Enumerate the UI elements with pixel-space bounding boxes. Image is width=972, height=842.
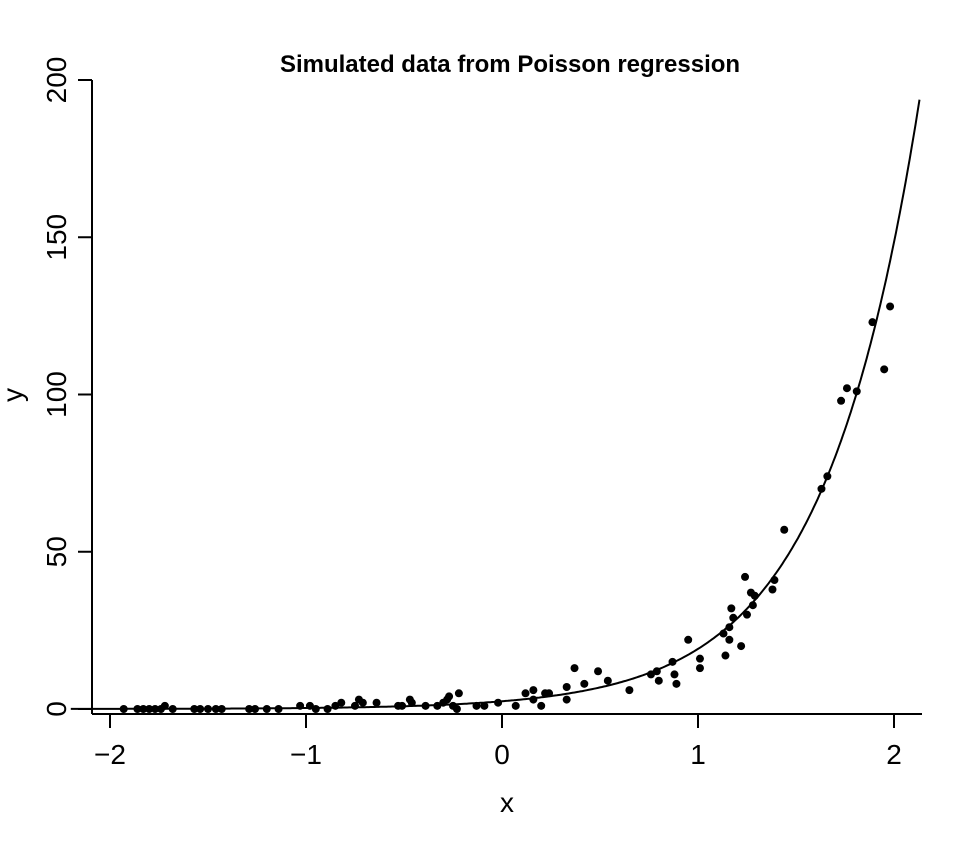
data-point (625, 686, 634, 695)
data-point (852, 387, 861, 396)
data-point (837, 396, 846, 405)
data-point (727, 604, 736, 613)
data-point (445, 692, 454, 701)
data-point (372, 698, 381, 707)
data-point (529, 695, 538, 704)
x-axis-label: x (500, 787, 514, 818)
data-point (133, 705, 142, 713)
data-point (251, 705, 260, 713)
data-point (480, 701, 489, 710)
data-point (521, 689, 530, 698)
data-point (672, 679, 681, 688)
x-tick-label: −1 (290, 739, 322, 770)
data-point (695, 664, 704, 673)
x-tick-label: 1 (690, 739, 706, 770)
data-point (190, 705, 199, 713)
data-point (750, 591, 759, 600)
data-point (421, 701, 430, 710)
data-point (842, 384, 851, 393)
data-point (398, 701, 407, 710)
data-point (311, 705, 320, 713)
data-point (725, 635, 734, 644)
data-point (725, 623, 734, 632)
data-point (305, 701, 314, 710)
data-point (337, 698, 346, 707)
y-tick-label: 200 (41, 57, 72, 104)
data-point (274, 705, 283, 713)
chart-title: Simulated data from Poisson regression (280, 51, 740, 78)
data-point (780, 525, 789, 534)
data-point (323, 705, 332, 713)
data-point (245, 705, 254, 713)
data-point (196, 705, 205, 713)
data-point (729, 613, 738, 622)
data-point (594, 667, 603, 676)
data-point (570, 664, 579, 673)
data-point (737, 642, 746, 651)
x-tick-label: 2 (886, 739, 902, 770)
data-point (770, 576, 779, 585)
y-axis-label: y (0, 388, 28, 402)
data-point (160, 701, 169, 710)
data-point (562, 695, 571, 704)
data-point (545, 689, 554, 698)
data-point (768, 585, 777, 594)
data-point (145, 705, 154, 713)
y-tick-label: 50 (41, 536, 72, 567)
data-point (433, 701, 442, 710)
data-point (452, 705, 461, 713)
data-point (719, 629, 728, 638)
data-point (211, 705, 220, 713)
data-point (748, 601, 757, 610)
data-point (351, 701, 359, 710)
data-point (537, 701, 546, 710)
data-point (151, 705, 160, 713)
data-point (168, 705, 177, 713)
data-point (262, 705, 271, 713)
data-point (472, 701, 481, 710)
data-point (139, 705, 148, 713)
data-point (529, 686, 538, 695)
y-tick-label: 0 (41, 701, 72, 717)
data-point (654, 676, 663, 685)
fitted-curve (70, 99, 921, 710)
y-tick-label: 100 (41, 371, 72, 418)
data-point (494, 698, 503, 707)
data-point (652, 667, 661, 676)
y-tick-label: 150 (41, 214, 72, 261)
data-point (358, 698, 367, 707)
data-point (741, 572, 750, 581)
data-point (721, 651, 730, 660)
data-point (823, 472, 832, 481)
data-point (407, 698, 416, 707)
data-point (684, 635, 693, 644)
data-point (331, 701, 340, 710)
data-point (646, 670, 655, 679)
x-tick-label: 0 (494, 739, 510, 770)
data-point (868, 318, 877, 327)
axes: −2 −1 0 1 2 0 50 100 150 200 (41, 57, 922, 770)
data-point (743, 610, 751, 619)
data-point (217, 705, 226, 713)
data-point (668, 657, 677, 666)
data-point (562, 682, 571, 691)
data-point (454, 689, 463, 698)
data-point (880, 365, 889, 374)
data-point (204, 705, 212, 713)
data-point (670, 670, 679, 679)
data-point (580, 679, 589, 688)
data-point (511, 701, 520, 710)
data-point (695, 654, 704, 663)
x-tick-label: −2 (94, 739, 126, 770)
data-point (886, 302, 895, 311)
data-points (119, 302, 895, 713)
data-point (603, 676, 612, 685)
data-point (817, 484, 826, 493)
data-point (119, 705, 128, 713)
data-point (296, 701, 305, 710)
